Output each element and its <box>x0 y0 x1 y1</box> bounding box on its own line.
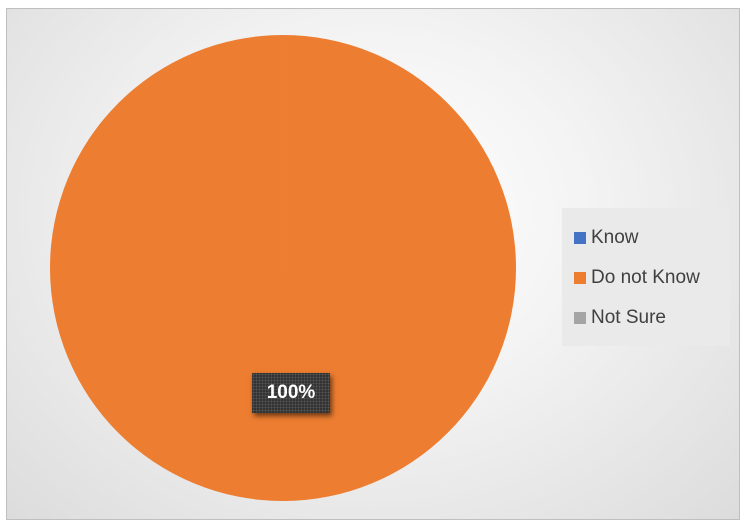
legend-swatch-know <box>574 232 586 244</box>
legend-item-do-not-know: Do not Know <box>562 258 730 298</box>
pie-chart <box>50 35 516 501</box>
legend: Know Do not Know Not Sure <box>562 208 730 346</box>
legend-label-do-not-know: Do not Know <box>591 267 700 288</box>
data-label-do-not-know: 100% <box>252 373 330 413</box>
legend-item-not-sure: Not Sure <box>562 298 730 338</box>
legend-swatch-do-not-know <box>574 272 586 284</box>
chart-area: Know Do not Know Not Sure 100% <box>6 8 740 520</box>
legend-item-know: Know <box>562 218 730 258</box>
legend-label-not-sure: Not Sure <box>591 307 666 328</box>
legend-swatch-not-sure <box>574 312 586 324</box>
legend-label-know: Know <box>591 227 639 248</box>
